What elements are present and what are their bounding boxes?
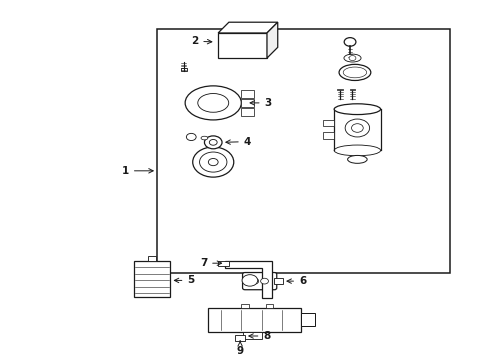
- FancyBboxPatch shape: [243, 273, 277, 290]
- Ellipse shape: [339, 64, 371, 81]
- Bar: [242, 108, 253, 116]
- Text: 8: 8: [249, 331, 270, 341]
- Ellipse shape: [198, 94, 229, 112]
- Ellipse shape: [344, 54, 361, 62]
- Circle shape: [204, 136, 222, 149]
- Bar: [208, 308, 301, 332]
- Circle shape: [349, 55, 356, 60]
- Circle shape: [209, 139, 217, 145]
- Circle shape: [193, 147, 234, 177]
- Polygon shape: [218, 22, 278, 33]
- Circle shape: [345, 119, 369, 137]
- Bar: [266, 304, 273, 308]
- Text: 7: 7: [200, 258, 221, 268]
- Circle shape: [199, 152, 227, 172]
- Bar: [242, 90, 253, 98]
- Bar: [349, 89, 355, 90]
- Text: 1: 1: [122, 166, 153, 176]
- Text: 6: 6: [287, 276, 306, 286]
- Text: 3: 3: [250, 98, 272, 108]
- Bar: [181, 68, 187, 71]
- Circle shape: [208, 158, 218, 166]
- Text: 2: 2: [191, 36, 212, 46]
- Bar: [241, 304, 249, 308]
- Bar: [301, 314, 315, 326]
- Circle shape: [186, 134, 196, 140]
- Circle shape: [251, 278, 259, 284]
- Polygon shape: [267, 22, 278, 58]
- Text: 4: 4: [226, 137, 251, 147]
- Circle shape: [261, 278, 269, 284]
- Ellipse shape: [343, 67, 367, 78]
- Circle shape: [351, 124, 363, 132]
- Bar: [235, 335, 245, 341]
- Circle shape: [344, 38, 356, 46]
- Bar: [323, 120, 334, 126]
- Ellipse shape: [201, 136, 208, 140]
- Circle shape: [242, 275, 258, 286]
- Bar: [218, 261, 229, 266]
- Ellipse shape: [185, 86, 242, 120]
- Ellipse shape: [334, 145, 381, 156]
- Bar: [157, 30, 450, 273]
- Bar: [148, 256, 156, 261]
- Ellipse shape: [347, 156, 367, 163]
- Ellipse shape: [334, 104, 381, 114]
- Text: 9: 9: [237, 341, 244, 356]
- Polygon shape: [225, 261, 272, 298]
- Bar: [242, 99, 253, 107]
- Bar: [218, 33, 267, 58]
- Bar: [274, 278, 283, 284]
- Bar: [243, 332, 262, 339]
- Bar: [323, 132, 334, 139]
- Bar: [337, 89, 343, 90]
- Bar: [134, 261, 171, 297]
- Text: 5: 5: [174, 275, 195, 285]
